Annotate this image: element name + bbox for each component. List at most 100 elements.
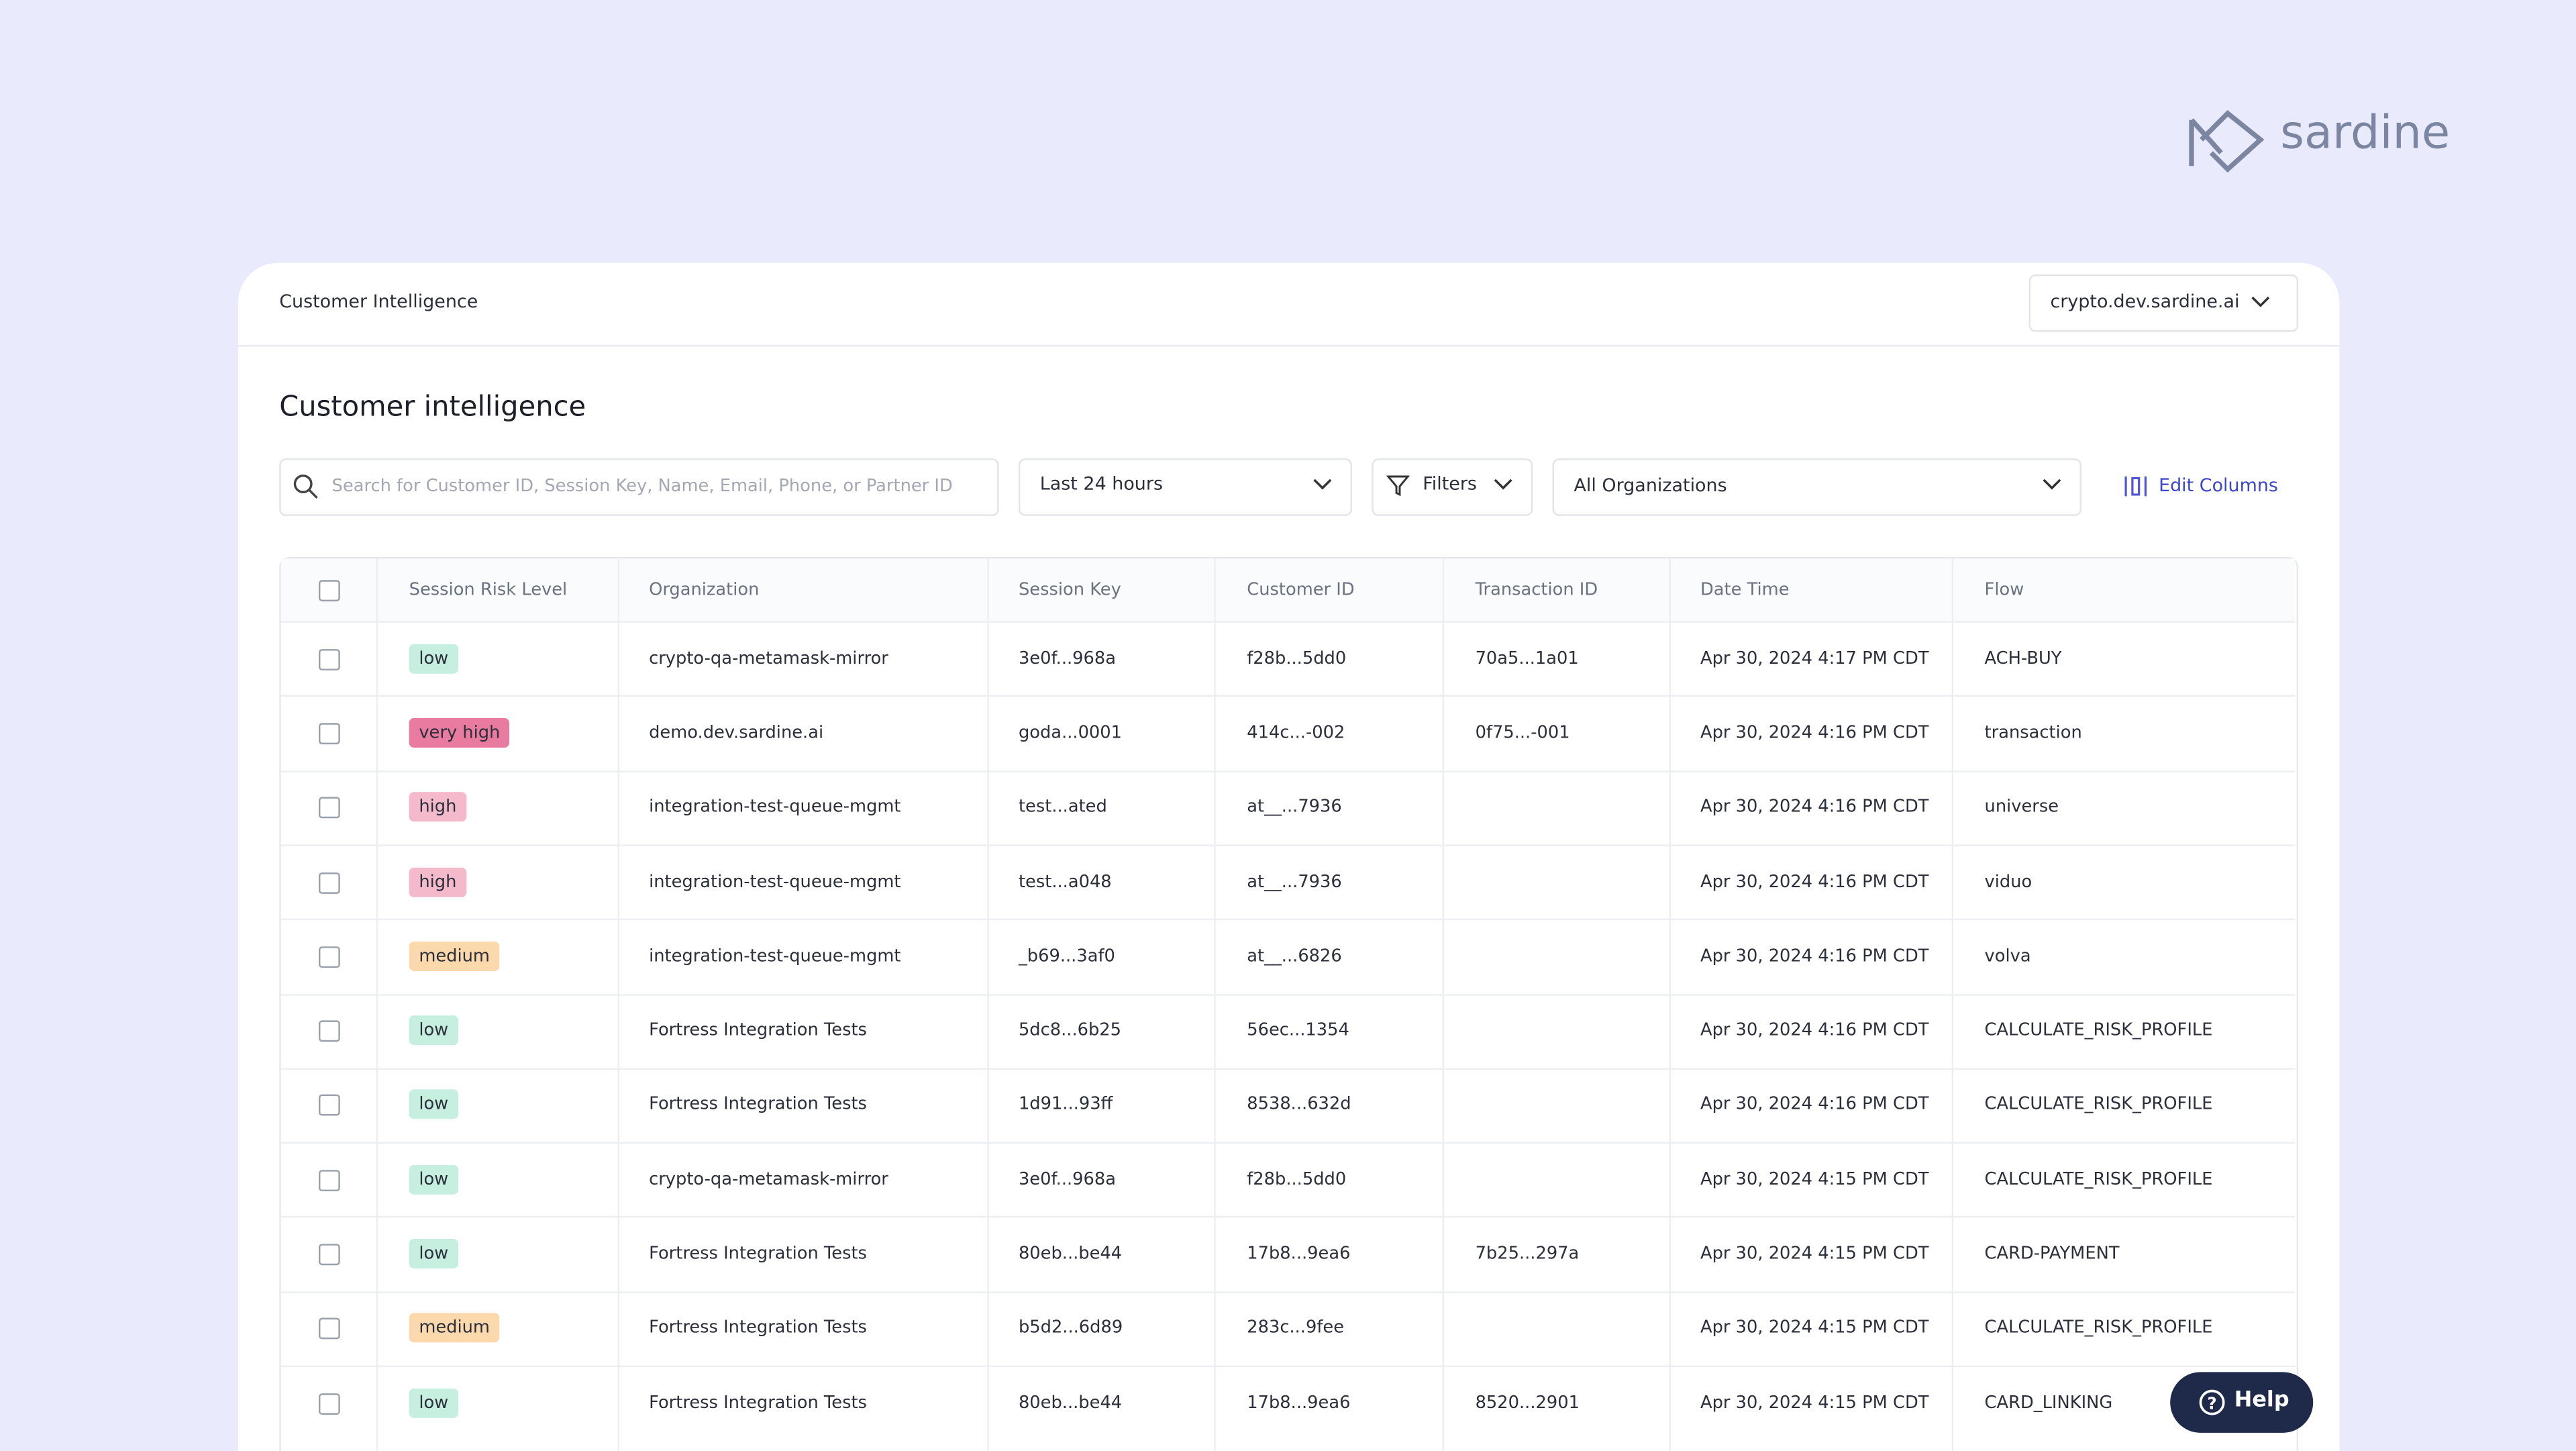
column-divider [1214, 558, 1216, 1451]
org-selector[interactable] [2028, 274, 2299, 332]
cell: at__...7936 [1247, 797, 1342, 817]
checkbox[interactable] [318, 1020, 340, 1042]
header-row [280, 558, 2296, 621]
checkbox[interactable] [318, 723, 340, 744]
logo-text: sardine [2280, 105, 2451, 160]
cell: CALCULATE_RISK_PROFILE [1984, 1020, 2213, 1041]
cell: crypto-qa-metamask-mirror [649, 1169, 888, 1189]
page-title: Customer intelligence [279, 391, 586, 424]
cell: Apr 30, 2024 4:16 PM CDT [1700, 1020, 1929, 1041]
cell: Apr 30, 2024 4:16 PM CDT [1700, 871, 1929, 892]
row-divider [280, 1365, 2296, 1367]
checkbox[interactable] [318, 1318, 340, 1340]
chevron [2251, 296, 2270, 307]
help-button[interactable] [2170, 1372, 2314, 1433]
cell: Apr 30, 2024 4:15 PM CDT [1700, 1318, 1929, 1338]
cell: integration-test-queue-mgmt [649, 871, 901, 892]
risk-badge: low [409, 1090, 458, 1120]
checkbox[interactable] [318, 648, 340, 670]
column-divider [1442, 558, 1445, 1451]
cell: 283c...9fee [1247, 1318, 1345, 1338]
time-range[interactable] [1018, 458, 1352, 516]
cell: integration-test-queue-mgmt [649, 797, 901, 817]
divider [238, 345, 2340, 347]
cell: universe [1984, 797, 2059, 817]
cell: Fortress Integration Tests [649, 1095, 867, 1115]
organizations-select[interactable] [1552, 458, 2081, 516]
checkbox[interactable] [318, 1095, 340, 1117]
cell: 7b25...297a [1475, 1244, 1580, 1264]
risk-badge: high [409, 792, 467, 822]
cell: Fortress Integration Tests [649, 1244, 867, 1264]
search-icon [293, 474, 318, 499]
cell: transaction [1984, 723, 2082, 743]
search-box[interactable] [279, 458, 999, 516]
filters-text: Filters [1423, 473, 1477, 495]
checkbox[interactable] [318, 1393, 340, 1415]
column-divider [987, 558, 989, 1451]
risk-badge: low [409, 1387, 458, 1418]
row-divider [280, 919, 2296, 921]
checkbox[interactable] [318, 580, 340, 602]
cell: Fortress Integration Tests [649, 1393, 867, 1413]
columns-icon [2124, 477, 2147, 497]
cell: volva [1984, 946, 2031, 966]
row-divider [280, 1142, 2296, 1144]
cell: viduo [1984, 871, 2032, 892]
risk-badge: medium [409, 1313, 500, 1344]
risk-badge: medium [409, 941, 500, 971]
cell: Apr 30, 2024 4:16 PM CDT [1700, 946, 1929, 966]
cell: CALCULATE_RISK_PROFILE [1984, 1095, 2213, 1115]
edit-columns[interactable]: Edit Columns [2159, 474, 2278, 497]
column-header: Date Time [1700, 580, 1790, 600]
row-divider [280, 1067, 2296, 1070]
column-header: Transaction ID [1475, 580, 1598, 600]
cell: Fortress Integration Tests [649, 1318, 867, 1338]
help-icon: ? [2199, 1389, 2225, 1415]
chevron [1313, 479, 1332, 490]
cell: Apr 30, 2024 4:16 PM CDT [1700, 1095, 1929, 1115]
column-header: Session Risk Level [409, 580, 568, 600]
cell: at__...6826 [1247, 946, 1342, 966]
risk-badge: low [409, 1239, 458, 1269]
row-divider [280, 695, 2296, 697]
checkbox[interactable] [318, 1169, 340, 1191]
filter-icon [1386, 475, 1410, 497]
cell: 0f75...-001 [1475, 723, 1570, 743]
checkbox[interactable] [318, 946, 340, 968]
column-divider [1951, 558, 1954, 1451]
cell: 414c...-002 [1247, 723, 1345, 743]
filters-button[interactable] [1372, 458, 1533, 516]
svg-text:?: ? [2208, 1393, 2217, 1413]
help-text: Help [2234, 1388, 2289, 1413]
cell: test...ated [1018, 797, 1107, 817]
column-header: Session Key [1018, 580, 1121, 600]
cell: demo.dev.sardine.ai [649, 723, 824, 743]
risk-badge: high [409, 866, 467, 897]
checkbox[interactable] [318, 1244, 340, 1266]
cell: Apr 30, 2024 4:15 PM CDT [1700, 1393, 1929, 1413]
risk-badge: low [409, 1164, 458, 1195]
cell: test...a048 [1018, 871, 1112, 892]
cell: 8520...2901 [1475, 1393, 1580, 1413]
risk-badge: low [409, 1015, 458, 1046]
checkbox[interactable] [318, 797, 340, 819]
row-divider [280, 621, 2296, 623]
cell: integration-test-queue-mgmt [649, 946, 901, 966]
column-divider [1669, 558, 1671, 1451]
cell: 17b8...9ea6 [1247, 1393, 1351, 1413]
checkbox[interactable] [318, 871, 340, 893]
row-divider [280, 993, 2296, 995]
cell: Apr 30, 2024 4:16 PM CDT [1700, 723, 1929, 743]
cell: f28b...5dd0 [1247, 648, 1347, 668]
row-divider [280, 1291, 2296, 1293]
cell: 8538...632d [1247, 1095, 1351, 1115]
cell: CARD_LINKING [1984, 1393, 2113, 1413]
row-divider [280, 844, 2296, 846]
cell: 5dc8...6b25 [1018, 1020, 1122, 1041]
cell: 70a5...1a01 [1475, 648, 1579, 668]
risk-badge: low [409, 643, 458, 673]
chevron [2043, 479, 2061, 490]
